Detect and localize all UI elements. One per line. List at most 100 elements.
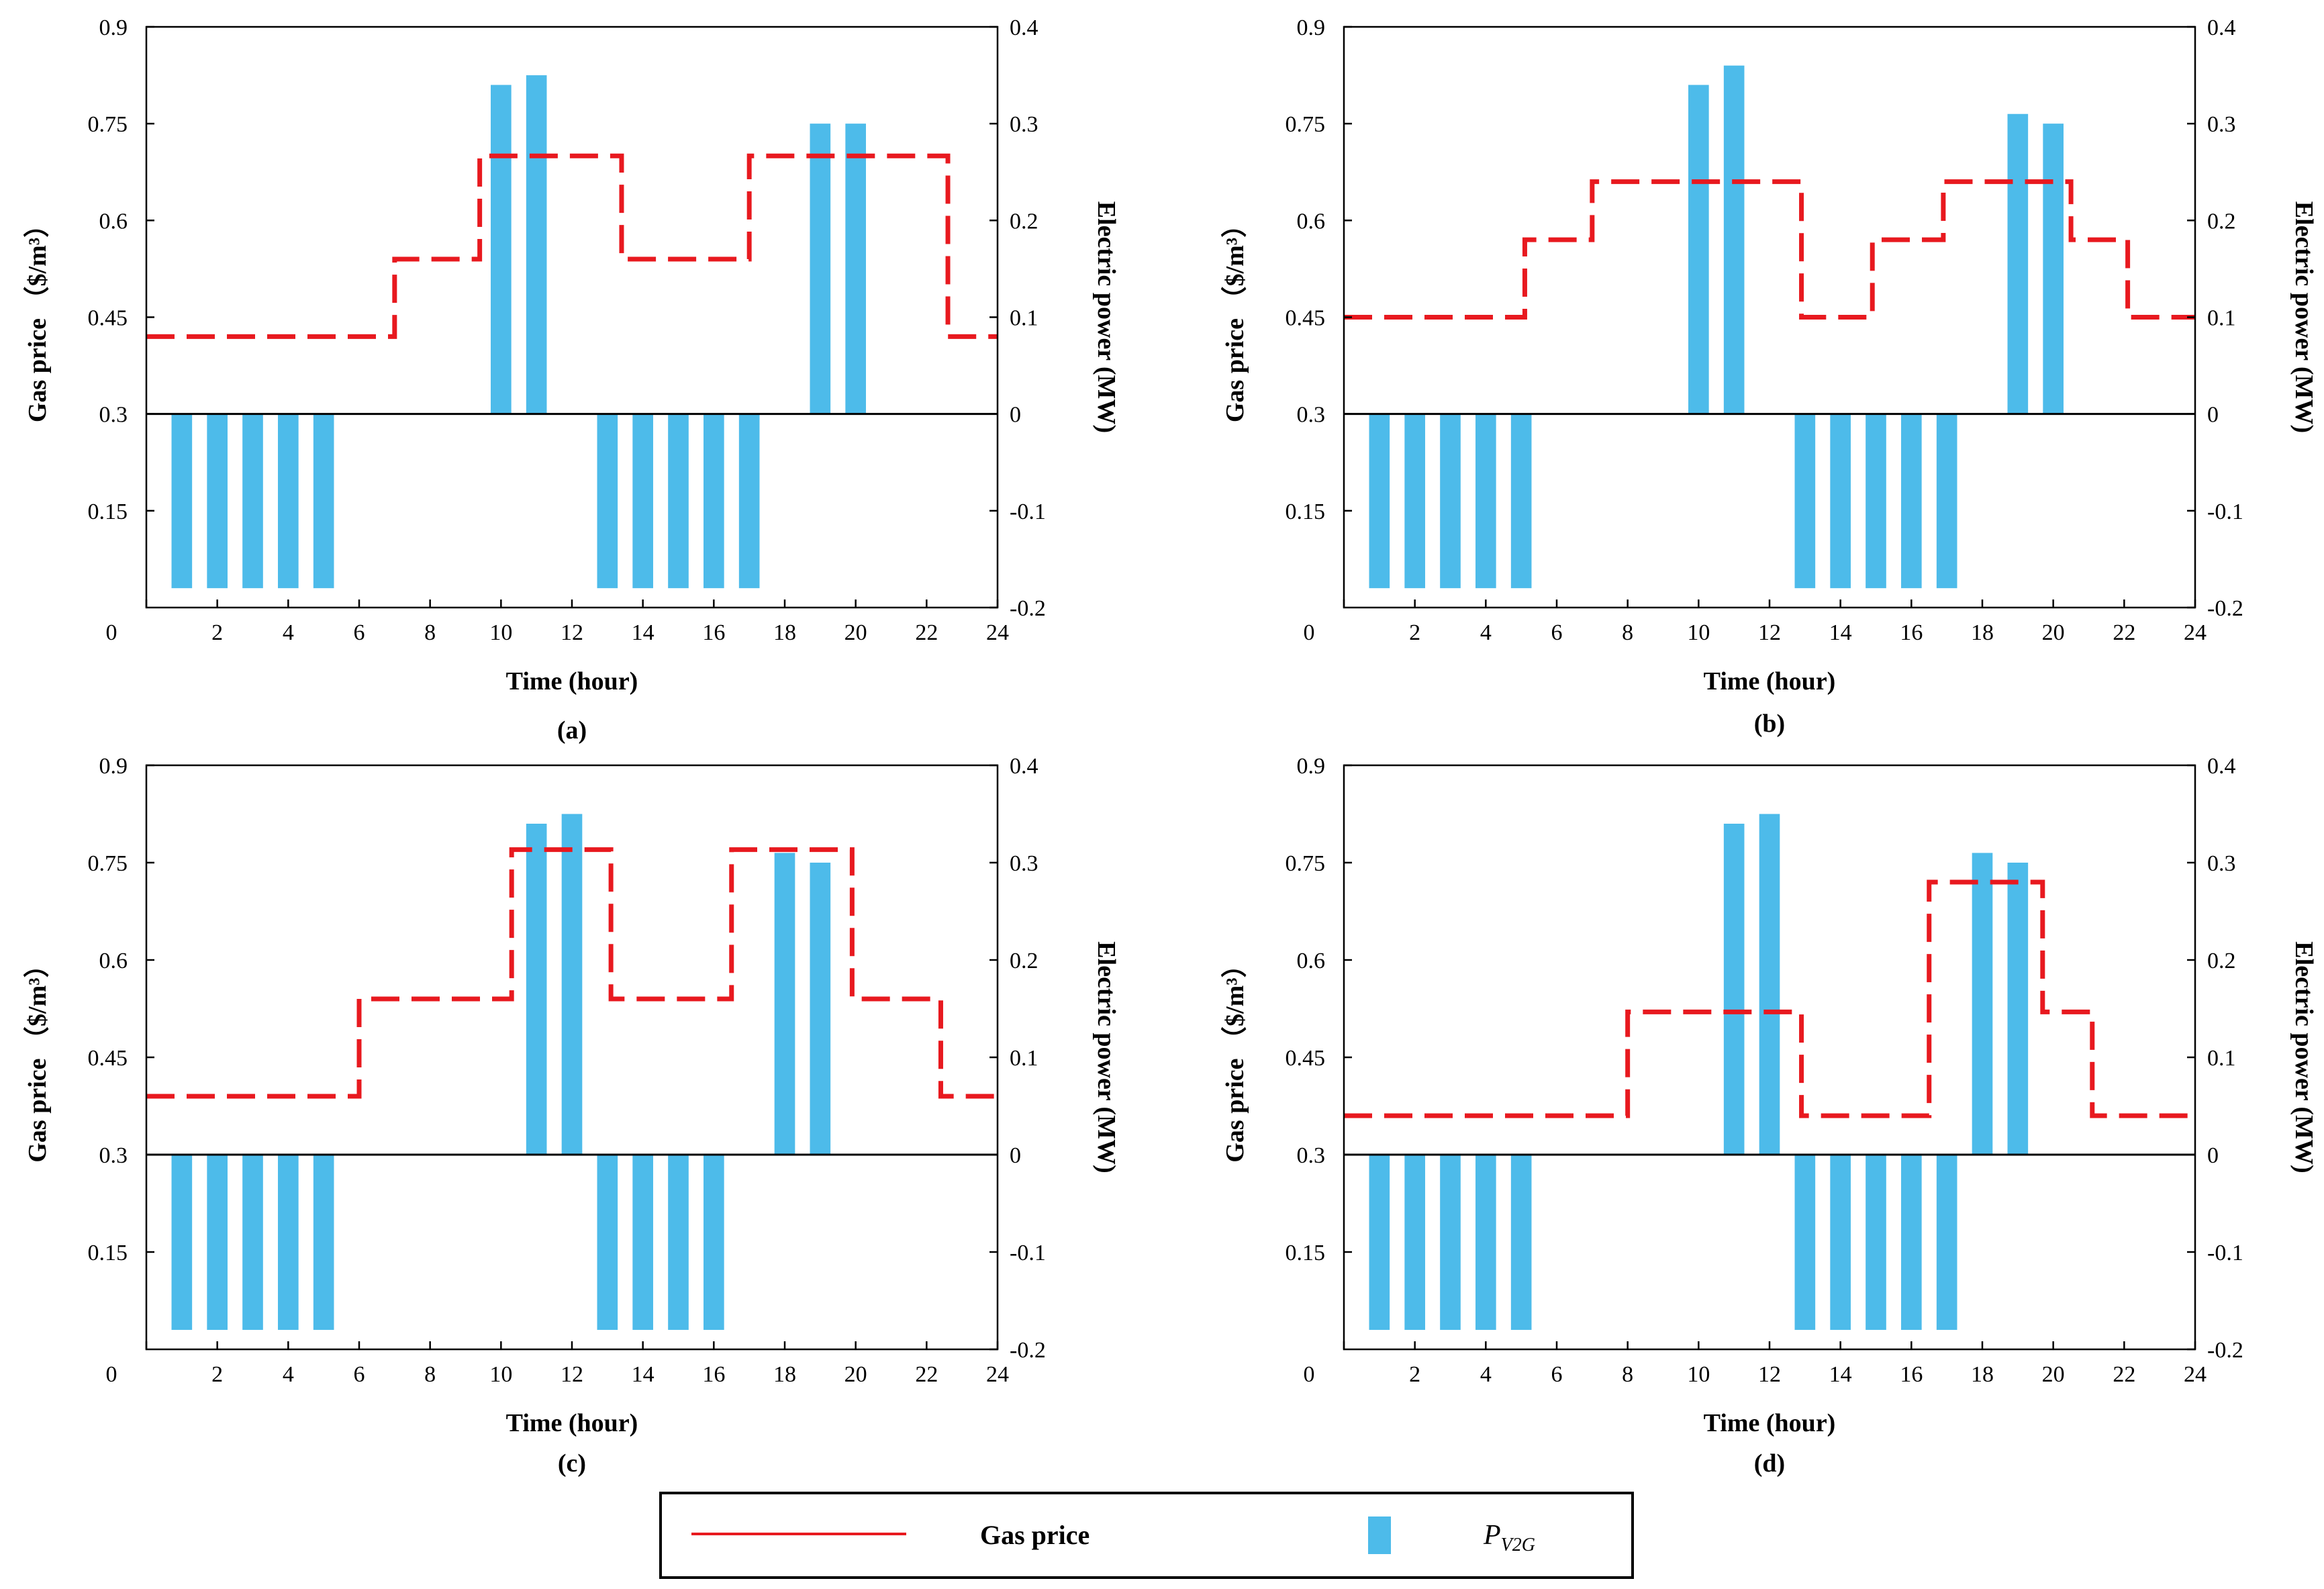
x-tick-label: 20 — [2042, 1362, 2065, 1387]
y-right-tick-label: 0.3 — [1010, 851, 1038, 876]
x-tick-label: 24 — [986, 620, 1009, 645]
x-tick-label: 6 — [1551, 1362, 1563, 1387]
y-right-tick-label: 0.2 — [1010, 209, 1038, 234]
y-right-tick-label: -0.2 — [2207, 1338, 2243, 1363]
x-tick-label: 20 — [2042, 620, 2065, 645]
v2g-bar — [1440, 414, 1461, 589]
y-left-tick-label: 0.15 — [88, 499, 128, 524]
y-right-tick-label: -0.2 — [1010, 596, 1046, 621]
v2g-bar — [1936, 414, 1957, 589]
y-left-tick-label: 0.9 — [99, 754, 128, 779]
v2g-bar — [774, 853, 795, 1155]
y-right-tick-label: -0.1 — [2207, 1241, 2243, 1265]
v2g-bar — [313, 1155, 334, 1330]
x-tick-label: 16 — [1900, 620, 1923, 645]
x-axis-title: Time (hour) — [506, 667, 638, 695]
y-right-tick-label: 0.3 — [2207, 112, 2236, 137]
x-tick-label: 12 — [561, 1362, 583, 1387]
y-right-tick-label: 0.4 — [2207, 15, 2236, 40]
x-tick-label: 16 — [1900, 1362, 1923, 1387]
v2g-bar — [526, 75, 547, 414]
y-right-tick-label: -0.2 — [1010, 1338, 1046, 1363]
x-tick-label: 2 — [211, 620, 223, 645]
y-right-tick-label: 0.2 — [2207, 949, 2236, 973]
v2g-bar — [632, 1155, 653, 1330]
y-right-tick-label: 0.4 — [1010, 15, 1038, 40]
v2g-bar — [1901, 1155, 1922, 1330]
y-left-tick-label: 0.3 — [1297, 1143, 1326, 1168]
y-left-tick-label: 0.45 — [1286, 306, 1326, 331]
y-left-tick-label: 0.45 — [88, 306, 128, 331]
v2g-bar — [1404, 414, 1425, 589]
v2g-bar — [1369, 414, 1390, 589]
y-left-tick-label: 0.15 — [88, 1241, 128, 1265]
x-tick-label: 0 — [1304, 620, 1315, 645]
x-tick-label: 18 — [773, 1362, 796, 1387]
y-left-tick-label: 0.6 — [1297, 949, 1326, 973]
v2g-bar — [632, 414, 653, 589]
v2g-bar — [597, 1155, 618, 1330]
y-right-tick-label: -0.1 — [2207, 499, 2243, 524]
v2g-bar — [1866, 1155, 1886, 1330]
x-tick-label: 2 — [1409, 1362, 1420, 1387]
v2g-bar — [2043, 124, 2064, 414]
panel-label: (a) — [557, 716, 587, 744]
y-right-tick-label: 0.3 — [1010, 112, 1038, 137]
v2g-bar — [810, 124, 831, 414]
gas-price-line — [146, 847, 998, 1099]
x-tick-label: 0 — [106, 620, 117, 645]
v2g-bar — [1510, 1155, 1532, 1330]
v2g-bar — [1404, 1155, 1425, 1330]
y-right-tick-label: 0.1 — [2207, 1046, 2236, 1071]
x-tick-label: 12 — [1758, 1362, 1781, 1387]
y-left-tick-label: 0.75 — [1286, 851, 1326, 876]
x-tick-label: 6 — [354, 1362, 365, 1387]
x-tick-label: 4 — [1480, 620, 1492, 645]
v2g-bar — [738, 414, 760, 589]
y-left-tick-label: 0.9 — [1297, 754, 1326, 779]
v2g-bar — [1830, 414, 1851, 589]
v2g-bar — [1475, 1155, 1496, 1330]
x-tick-label: 12 — [1758, 620, 1781, 645]
v2g-bar — [278, 1155, 299, 1330]
chart-panel-d: 0 2 4 6 8 10 12 14 16 18 20 22 240.150.30.450.60.750… — [1221, 754, 2318, 1478]
v2g-bar — [526, 824, 547, 1155]
y-right-axis-title: Electric power (MW) — [2290, 201, 2318, 433]
v2g-bar — [845, 124, 866, 414]
y-left-axis-title: Gas price （$/m³） — [23, 952, 52, 1162]
x-tick-label: 22 — [915, 1362, 938, 1387]
v2g-bar — [1972, 853, 1993, 1155]
v2g-bar — [242, 1155, 263, 1330]
legend-v2g-swatch — [1368, 1516, 1391, 1554]
gas-price-line — [1344, 879, 2195, 1118]
y-left-tick-label: 0.75 — [88, 112, 128, 137]
v2g-bar — [561, 814, 583, 1155]
x-tick-label: 4 — [283, 620, 294, 645]
v2g-bar — [704, 1155, 724, 1330]
v2g-bar — [2007, 863, 2029, 1155]
x-tick-label: 24 — [2184, 1362, 2207, 1387]
y-left-tick-label: 0.15 — [1286, 1241, 1326, 1265]
y-right-tick-label: 0 — [1010, 1143, 1021, 1168]
x-tick-label: 8 — [424, 1362, 436, 1387]
x-tick-label: 4 — [283, 1362, 294, 1387]
y-left-tick-label: 0.45 — [88, 1046, 128, 1071]
y-right-tick-label: 0.4 — [1010, 754, 1038, 779]
x-tick-label: 8 — [1622, 620, 1633, 645]
legend: Gas price PV2G — [659, 1492, 1634, 1579]
x-tick-label: 20 — [844, 1362, 867, 1387]
v2g-bar — [1936, 1155, 1957, 1330]
v2g-bar — [171, 414, 193, 589]
panel-label: (b) — [1754, 710, 1785, 738]
y-right-tick-label: 0 — [2207, 1143, 2219, 1168]
y-left-tick-label: 0.45 — [1286, 1046, 1326, 1071]
y-left-tick-label: 0.3 — [99, 403, 128, 428]
x-tick-label: 2 — [211, 1362, 223, 1387]
y-left-tick-label: 0.9 — [1297, 15, 1326, 40]
panel-label: (c) — [558, 1449, 586, 1478]
v2g-bar — [1475, 414, 1496, 589]
x-tick-label: 10 — [489, 620, 512, 645]
v2g-bar — [1759, 814, 1780, 1155]
y-right-axis-title: Electric power (MW) — [2290, 941, 2318, 1173]
